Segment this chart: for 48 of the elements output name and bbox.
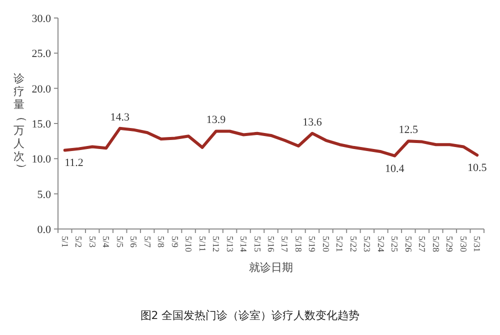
data-label: 10.4 <box>385 162 405 175</box>
x-tick-label: 5/23 <box>362 236 372 252</box>
data-label: 10.5 <box>468 162 488 174</box>
y-tick-label: 30.0 <box>32 13 52 25</box>
x-tick-label: 5/16 <box>266 236 276 252</box>
x-tick-label: 5/29 <box>444 236 455 252</box>
x-tick-label: 5/9 <box>170 236 180 248</box>
data-label: 12.5 <box>398 124 419 136</box>
x-tick-label: 5/10 <box>184 236 194 252</box>
x-tick-label: 5/24 <box>376 236 386 252</box>
y-tick-label: 20.0 <box>32 83 52 96</box>
x-tick-label: 5/25 <box>390 236 400 252</box>
y-tick-label: 10.0 <box>32 154 52 166</box>
x-tick-label: 5/27 <box>417 236 428 252</box>
data-label: 11.2 <box>64 157 84 170</box>
x-tick-label: 5/15 <box>252 236 262 252</box>
data-label: 13.6 <box>302 116 322 128</box>
y-axis-title: 诊疗量（万人次） <box>14 72 28 174</box>
x-axis-title: 就诊日期 <box>249 261 293 274</box>
x-tick-label: 5/8 <box>156 236 166 248</box>
x-tick-label: 5/21 <box>334 236 345 252</box>
y-tick-label: 25.0 <box>32 48 52 60</box>
x-tick-label: 5/4 <box>101 236 112 248</box>
x-tick-label: 5/17 <box>280 236 290 252</box>
y-tick-label: 0.0 <box>37 224 52 236</box>
y-tick-label: 5.0 <box>37 188 52 201</box>
x-tick-label: 5/2 <box>74 236 84 248</box>
x-tick-label: 5/30 <box>458 236 468 252</box>
data-label: 14.3 <box>110 111 130 124</box>
x-tick-label: 5/14 <box>238 236 249 252</box>
x-tick-label: 5/19 <box>307 236 318 252</box>
x-tick-label: 5/7 <box>142 236 152 248</box>
data-label: 13.9 <box>206 114 226 126</box>
x-tick-label: 5/6 <box>128 236 139 248</box>
x-tick-label: 5/31 <box>472 236 482 252</box>
x-tick-label: 5/20 <box>320 236 331 252</box>
x-tick-label: 5/18 <box>293 236 304 252</box>
x-tick-label: 5/11 <box>197 236 208 252</box>
x-tick-label: 5/13 <box>224 236 235 252</box>
x-tick-label: 5/26 <box>403 236 414 252</box>
x-tick-label: 5/28 <box>430 236 441 252</box>
x-tick-label: 5/5 <box>114 236 125 248</box>
x-tick-label: 5/1 <box>60 236 70 248</box>
x-tick-label: 5/22 <box>348 236 358 252</box>
caption: 图2 全国发热门诊（诊室）诊疗人数变化趋势 <box>140 309 360 322</box>
y-tick-label: 15.0 <box>32 118 52 130</box>
x-tick-label: 5/3 <box>87 236 98 248</box>
x-tick-label: 5/12 <box>211 236 222 252</box>
